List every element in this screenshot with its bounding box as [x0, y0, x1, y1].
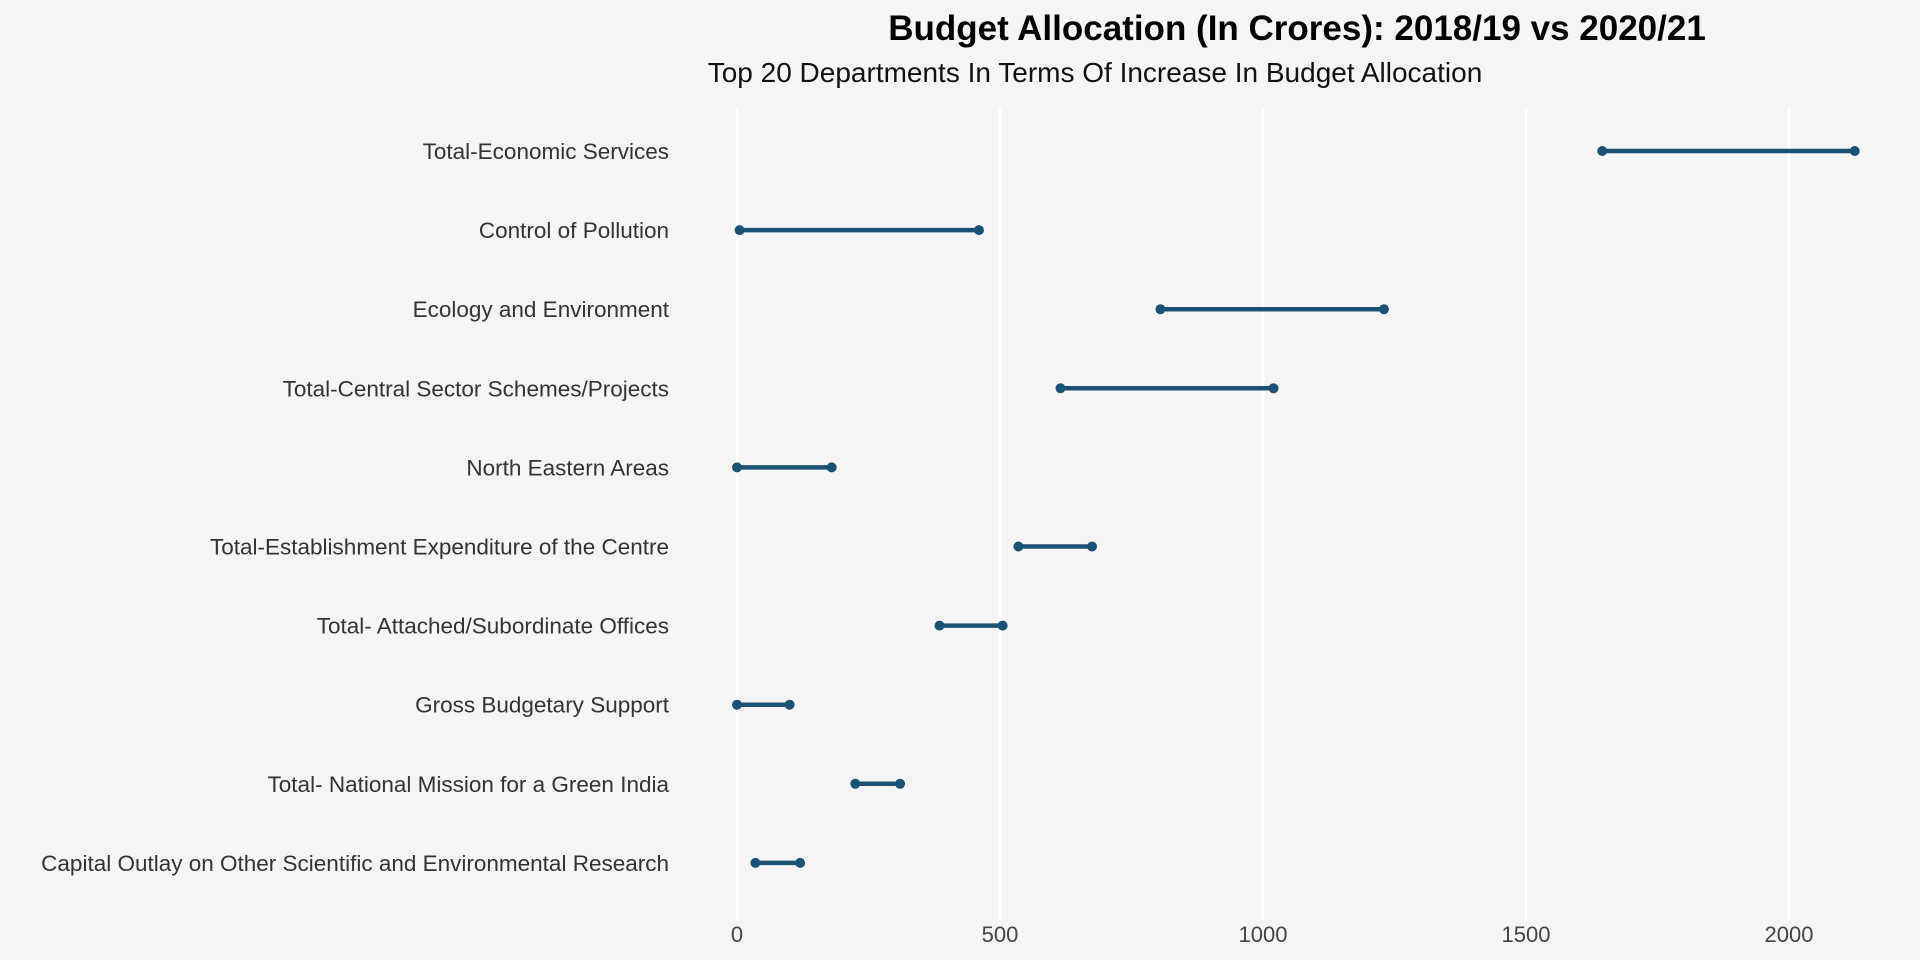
- category-label: Total-Economic Services: [423, 139, 669, 164]
- end-point: [1849, 146, 1860, 156]
- end-point: [795, 857, 806, 868]
- grid-lines: [735, 108, 1791, 920]
- start-point: [934, 620, 945, 631]
- end-point: [997, 620, 1008, 631]
- data-marks: [732, 146, 1860, 868]
- category-label: Ecology and Environment: [413, 297, 670, 322]
- category-label: North Eastern Areas: [466, 455, 669, 480]
- start-point: [750, 857, 761, 868]
- end-point: [1268, 383, 1279, 394]
- chart-title: Budget Allocation (In Crores): 2018/19 v…: [888, 9, 1706, 48]
- x-tick-label: 1000: [1239, 922, 1288, 947]
- start-point: [1155, 304, 1166, 315]
- end-point: [1087, 541, 1098, 552]
- start-point: [1597, 146, 1608, 156]
- category-label: Total-Central Sector Schemes/Projects: [283, 376, 669, 401]
- category-labels: Total-Economic Services Control of Pollut…: [41, 139, 670, 876]
- start-point: [734, 225, 745, 236]
- x-tick-label: 0: [731, 922, 743, 947]
- x-tick-label: 500: [982, 922, 1019, 947]
- start-point: [850, 778, 861, 789]
- end-point: [784, 699, 795, 710]
- category-label: Capital Outlay on Other Scientific and E…: [41, 851, 669, 876]
- start-point: [732, 699, 742, 710]
- x-axis-tick-labels: 0 500 1000 1500 2000: [731, 922, 1814, 947]
- x-tick-label: 1500: [1502, 922, 1551, 947]
- start-point: [1055, 383, 1066, 394]
- category-label: Total-Establishment Expenditure of the C…: [210, 535, 669, 560]
- chart-subtitle: Top 20 Departments In Terms Of Increase …: [708, 57, 1483, 88]
- x-tick-label: 2000: [1765, 922, 1814, 947]
- category-label: Gross Budgetary Support: [415, 693, 670, 718]
- end-point: [1378, 304, 1389, 315]
- end-point: [973, 225, 984, 236]
- start-point: [732, 462, 742, 473]
- category-label: Control of Pollution: [479, 218, 669, 243]
- end-point: [826, 462, 837, 473]
- category-label: Total- Attached/Subordinate Offices: [317, 614, 669, 639]
- category-label: Total- National Mission for a Green Indi…: [268, 772, 670, 797]
- end-point: [895, 778, 906, 789]
- start-point: [1013, 541, 1024, 552]
